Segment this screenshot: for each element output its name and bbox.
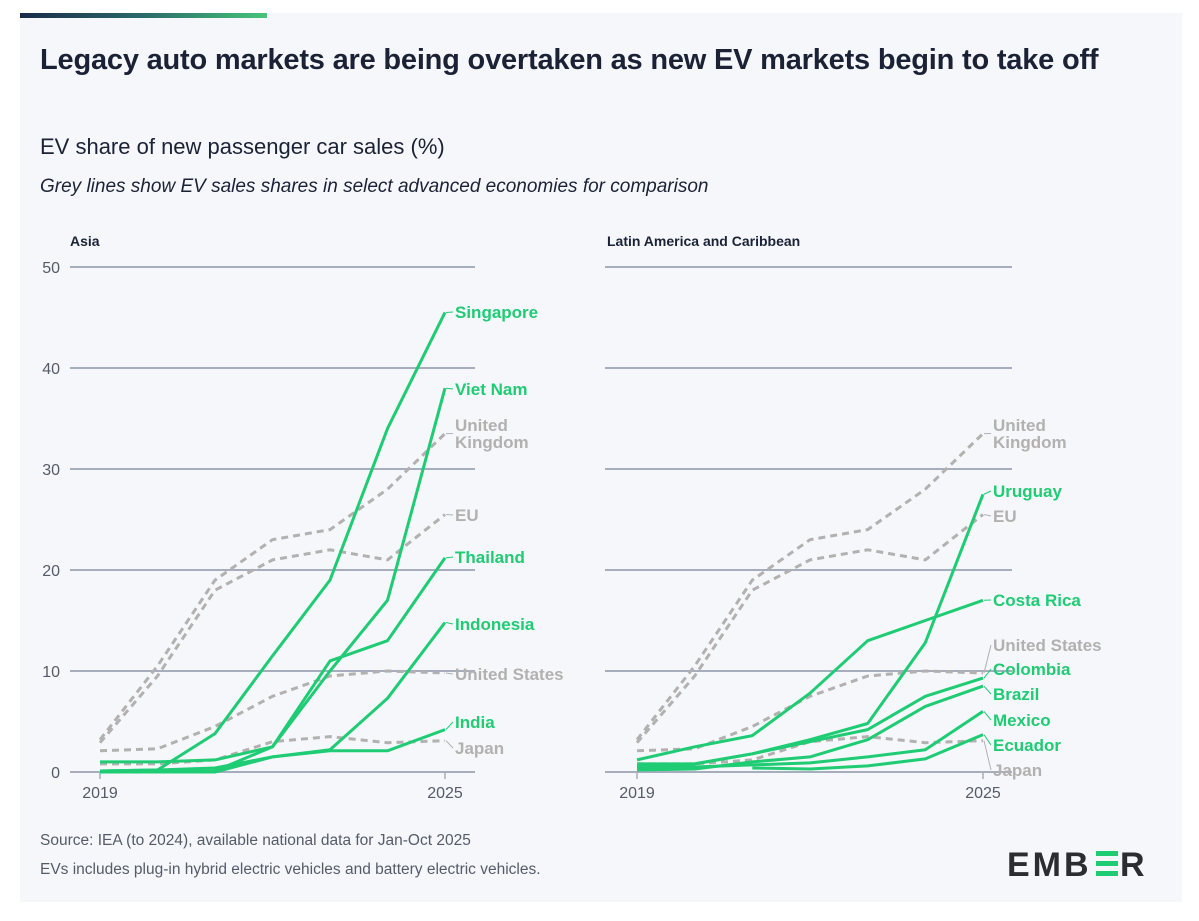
series-label: Indonesia <box>455 615 535 634</box>
accent-bar <box>20 13 267 18</box>
chart-card <box>20 13 1182 902</box>
panel-title-latam: Latin America and Caribbean <box>607 233 801 249</box>
series-line-brazil <box>636 684 984 772</box>
chart-note: Grey lines show EV sales shares in selec… <box>40 176 709 197</box>
y-tick-label: 20 <box>42 563 60 580</box>
series-line-india <box>99 728 446 773</box>
series-line-uruguay <box>636 493 985 769</box>
panel-title-asia: Asia <box>70 233 100 249</box>
source-note: Source: IEA (to 2024), available nationa… <box>40 832 471 849</box>
series-label: United <box>993 416 1046 435</box>
label-leader <box>445 387 454 390</box>
series-label: United States <box>993 636 1102 655</box>
label-leader <box>983 685 992 695</box>
y-tick-label: 0 <box>51 765 60 782</box>
series-line-ecuador <box>752 733 984 771</box>
chart-title: Legacy auto markets are being overtaken … <box>40 44 1099 76</box>
x-tick-label: 2025 <box>427 785 463 802</box>
series-label: India <box>455 713 495 732</box>
x-tick-label: 2019 <box>82 785 118 802</box>
y-tick-label: 50 <box>42 260 60 277</box>
series-line-united-kingdom <box>635 432 985 741</box>
series-label: United <box>455 416 508 435</box>
label-leader <box>445 721 454 730</box>
x-tick-label: 2019 <box>619 785 655 802</box>
x-tick-label: 2025 <box>965 785 1001 802</box>
series-label: Mexico <box>993 711 1051 730</box>
series-label: Kingdom <box>993 433 1067 452</box>
ember-logo: EMB R <box>1007 845 1147 886</box>
series-line-thailand <box>100 557 447 764</box>
series-line-viet-nam <box>100 387 447 774</box>
series-label: Viet Nam <box>455 380 527 399</box>
series-label: Thailand <box>455 548 525 567</box>
label-leader <box>445 556 454 559</box>
definition-note: EVs includes plug-in hybrid electric veh… <box>40 861 541 878</box>
label-leader <box>983 734 992 746</box>
series-label: Singapore <box>455 303 538 322</box>
series-label: Kingdom <box>455 433 529 452</box>
series-line-united-states <box>99 669 446 753</box>
label-leader <box>983 668 992 679</box>
series-line-eu <box>98 513 446 744</box>
series-line-japan <box>100 735 446 766</box>
label-leader <box>445 622 454 625</box>
series-line-costa-rica <box>636 598 984 762</box>
label-leader <box>445 672 454 675</box>
label-leader <box>983 644 992 674</box>
y-tick-label: 30 <box>42 462 60 479</box>
series-label: Ecuador <box>993 736 1061 755</box>
series-label: Japan <box>993 761 1042 780</box>
series-label: Brazil <box>993 685 1039 704</box>
series-label: EU <box>993 507 1017 526</box>
series-line-mexico <box>637 710 984 769</box>
series-line-japan <box>637 735 984 766</box>
label-leader <box>983 513 992 517</box>
label-leader <box>445 740 454 749</box>
chart-subtitle: EV share of new passenger car sales (%) <box>40 134 445 159</box>
series-label: Uruguay <box>993 482 1063 501</box>
series-label: United States <box>455 665 564 684</box>
y-tick-label: 10 <box>42 664 60 681</box>
series-line-eu <box>635 513 984 744</box>
series-label: Colombia <box>993 660 1071 679</box>
svg-text:R: R <box>1120 846 1145 881</box>
series-label: EU <box>455 506 479 525</box>
label-leader <box>983 490 992 495</box>
label-leader <box>983 740 992 771</box>
series-line-singapore <box>99 311 447 773</box>
series-line-united-kingdom <box>98 432 447 741</box>
y-tick-label: 40 <box>42 361 60 378</box>
series-label: Costa Rica <box>993 591 1081 610</box>
series-line-united-states <box>636 669 984 753</box>
label-leader <box>983 711 992 721</box>
label-leader <box>445 513 454 516</box>
svg-text:EMB: EMB <box>1007 846 1092 881</box>
series-label: Japan <box>455 739 504 758</box>
series-line-colombia <box>637 676 984 766</box>
